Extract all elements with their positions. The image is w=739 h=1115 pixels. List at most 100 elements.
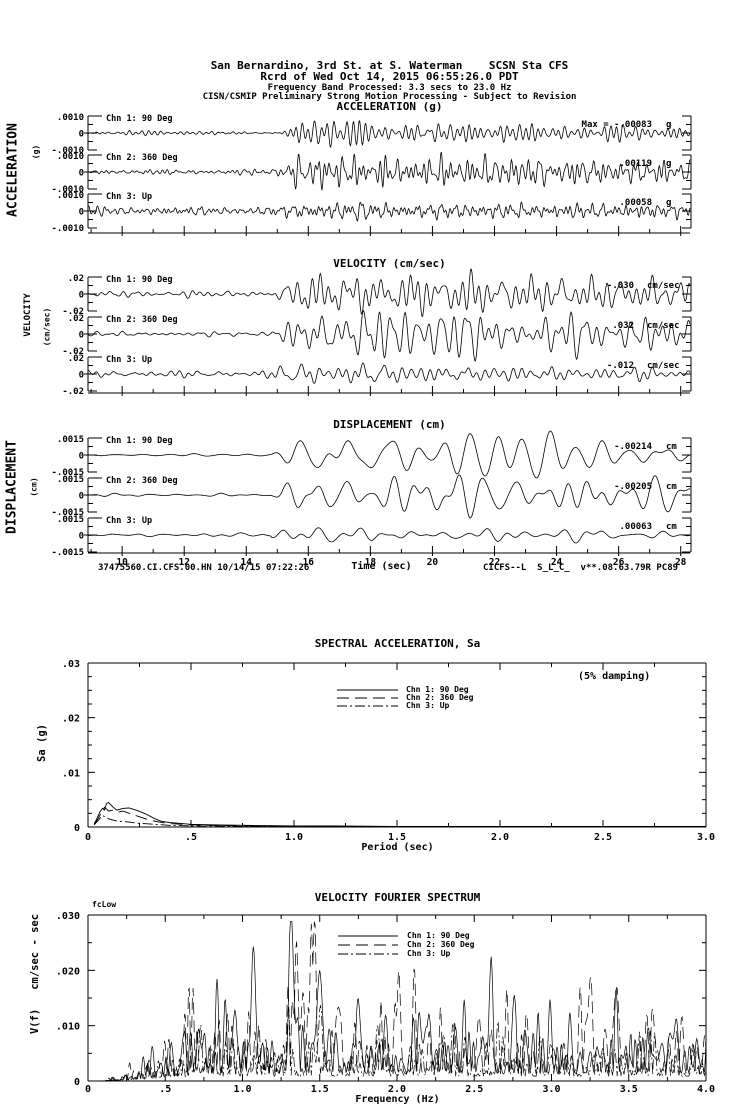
waveform-trace	[88, 362, 691, 384]
x-tick-label: 0	[85, 832, 91, 843]
peak-value-label: .00119	[619, 159, 652, 169]
x-tick-label: 10	[116, 557, 128, 568]
x-tick-label: 2.5	[465, 1084, 483, 1095]
velocity-title: VELOCITY (cm/sec)	[333, 257, 446, 270]
peak-unit-label: cm/sec	[647, 281, 680, 291]
x-tick-label: 18	[365, 557, 377, 568]
y-tick-label: .0015	[57, 435, 84, 445]
channel-label: Chn 1: 90 Deg	[106, 275, 173, 285]
header-band-line: Frequency Band Processed: 3.3 secs to 23…	[267, 83, 512, 93]
x-tick-label: .5	[185, 832, 197, 843]
spectral-accel-title: SPECTRAL ACCELERATION, Sa	[314, 637, 481, 650]
y-tick-label: -.0015	[51, 508, 84, 518]
period-axis-caption: Period (sec)	[361, 842, 434, 853]
y-tick-label: .0010	[57, 191, 84, 201]
filter-corner-annotation: fcLow	[92, 900, 117, 909]
x-tick-label: 3.5	[620, 1084, 638, 1095]
waveform-trace	[88, 474, 691, 519]
fourier-curve	[91, 921, 707, 1082]
x-tick-label: 22	[489, 557, 500, 568]
y-tick-label: .02	[62, 714, 80, 725]
x-tick-label: 14	[241, 557, 253, 568]
peak-unit-label: g	[666, 159, 671, 169]
sa-legend-ch2-label: Chn 2: 360 Deg	[406, 693, 474, 702]
peak-value-label: -.00214	[614, 442, 653, 452]
x-tick-label: 4.0	[697, 1084, 715, 1095]
channel-label: Chn 1: 90 Deg	[106, 436, 173, 446]
acceleration-title: ACCELERATION (g)	[336, 100, 443, 113]
y-tick-label: -.02	[62, 387, 84, 397]
channel-label: Chn 1: 90 Deg	[106, 114, 173, 124]
y-tick-label: .03	[62, 659, 80, 670]
frequency-axis-caption: Frequency (Hz)	[355, 1094, 440, 1105]
damping-annotation: (5% damping)	[578, 671, 651, 682]
header-disclaimer-line: CISN/CSMIP Preliminary Strong Motion Pro…	[202, 92, 577, 102]
channel-label: Chn 2: 360 Deg	[106, 153, 178, 163]
y-tick-label: -.0015	[51, 548, 84, 558]
fourier-curve	[91, 921, 707, 1082]
peak-unit-label: g	[666, 198, 671, 208]
peak-value-label: .00063	[619, 522, 652, 532]
y-tick-label: 0	[79, 208, 84, 218]
x-tick-label: 20	[427, 557, 439, 568]
header-station-line: San Bernardino, 3rd St. at S. Waterman S…	[210, 59, 569, 72]
y-tick-label: 0	[79, 169, 84, 179]
header-record-line: Rcrd of Wed Oct 14, 2015 06:55:26.0 PDT	[260, 70, 519, 83]
y-tick-label: .030	[56, 911, 80, 922]
x-tick-label: 2.0	[491, 832, 509, 843]
x-tick-label: 24	[551, 557, 563, 568]
peak-unit-label: cm	[666, 522, 677, 532]
peak-value-label: -.030	[607, 281, 634, 291]
record-id-footer: 37475560.CI.CFS.00.HN 10/14/15 07:22:26	[98, 563, 310, 573]
y-tick-label: -.0010	[51, 185, 84, 195]
peak-value-label: .032	[612, 321, 634, 331]
y-tick-label: 0	[79, 452, 84, 462]
y-tick-label: -.0015	[51, 468, 84, 478]
fourier-legend-ch2-label: Chn 2: 360 Deg	[407, 940, 475, 949]
waveform-trace	[87, 201, 691, 222]
x-tick-label: 3.0	[542, 1084, 560, 1095]
y-tick-label: .02	[68, 314, 84, 324]
x-tick-label: 28	[675, 557, 687, 568]
x-tick-label: 12	[178, 557, 189, 568]
processing-code-footer: CICFS--L S_L_C_ v**.08.63.79R PC89	[483, 563, 679, 573]
y-tick-label: 0	[74, 823, 80, 834]
waveform-trace	[88, 430, 691, 479]
x-tick-label: 1.0	[285, 832, 303, 843]
x-tick-label: 0	[85, 1084, 91, 1095]
peak-value-label: -.00205	[614, 482, 652, 492]
y-tick-label: .010	[56, 1022, 80, 1033]
x-tick-label: .5	[159, 1084, 171, 1095]
x-tick-label: 3.0	[697, 832, 715, 843]
waveform-trace	[88, 120, 691, 148]
waveform-trace	[87, 309, 691, 362]
y-tick-label: -.0010	[51, 146, 84, 156]
sa-legend-ch1-label: Chn 1: 90 Deg	[406, 685, 469, 694]
peak-unit-label: g	[666, 120, 671, 130]
x-tick-label: 1.0	[233, 1084, 251, 1095]
fourier-legend-ch3-label: Chn 3: Up	[407, 949, 451, 958]
y-tick-label: .0015	[57, 515, 84, 525]
channel-label: Chn 3: Up	[106, 192, 152, 202]
fourier-spectrum-title: VELOCITY FOURIER SPECTRUM	[314, 891, 481, 904]
channel-label: Chn 3: Up	[106, 516, 152, 526]
sa-curve	[93, 801, 706, 827]
y-tick-label: 0	[79, 371, 84, 381]
y-tick-label: .02	[68, 354, 84, 364]
x-tick-label: 16	[303, 557, 315, 568]
y-tick-label: .02	[68, 274, 84, 284]
sa-curve	[93, 806, 707, 828]
sa-curve	[93, 814, 706, 828]
peak-value-label: -.012	[607, 361, 634, 371]
channel-label: Chn 2: 360 Deg	[106, 315, 178, 325]
x-tick-label: 2.0	[388, 1084, 406, 1095]
y-tick-label: 0	[74, 1077, 80, 1088]
waveform-trace	[87, 268, 691, 318]
sa-legend-ch3-label: Chn 3: Up	[406, 701, 450, 710]
waveform-trace	[88, 527, 691, 544]
channel-label: Chn 3: Up	[106, 355, 152, 365]
y-tick-label: 0	[79, 532, 84, 542]
peak-unit-label: cm/sec	[647, 361, 680, 371]
peak-unit-label: cm	[666, 482, 677, 492]
